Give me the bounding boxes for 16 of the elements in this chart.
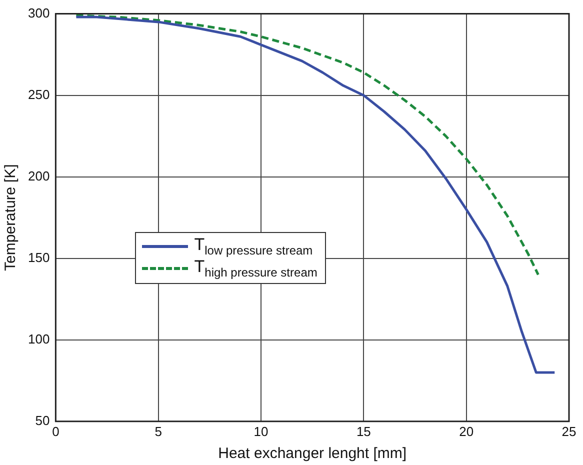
x-axis-title: Heat exchanger lenght [mm]	[218, 445, 407, 462]
x-tick-label: 0	[52, 424, 60, 439]
x-tick-label: 10	[254, 424, 268, 439]
y-tick-label: 250	[28, 86, 50, 102]
y-tick-label: 100	[28, 331, 50, 346]
x-tick-label: 25	[562, 424, 576, 439]
legend-label: T$_{low pressure stream}$	[194, 235, 313, 258]
x-tick-label: 5	[154, 424, 162, 439]
legend-label: T$_{high pressure stream}$	[194, 257, 318, 280]
x-tick-label: 20	[459, 424, 474, 439]
y-tick-label: 300	[28, 5, 50, 20]
y-tick-label: 50	[35, 412, 50, 428]
y-tick-label: 150	[28, 250, 50, 265]
y-tick-label: 200	[28, 168, 50, 184]
y-axis-title: Temperature [K]	[2, 164, 20, 271]
x-tick-label: 15	[356, 424, 371, 439]
